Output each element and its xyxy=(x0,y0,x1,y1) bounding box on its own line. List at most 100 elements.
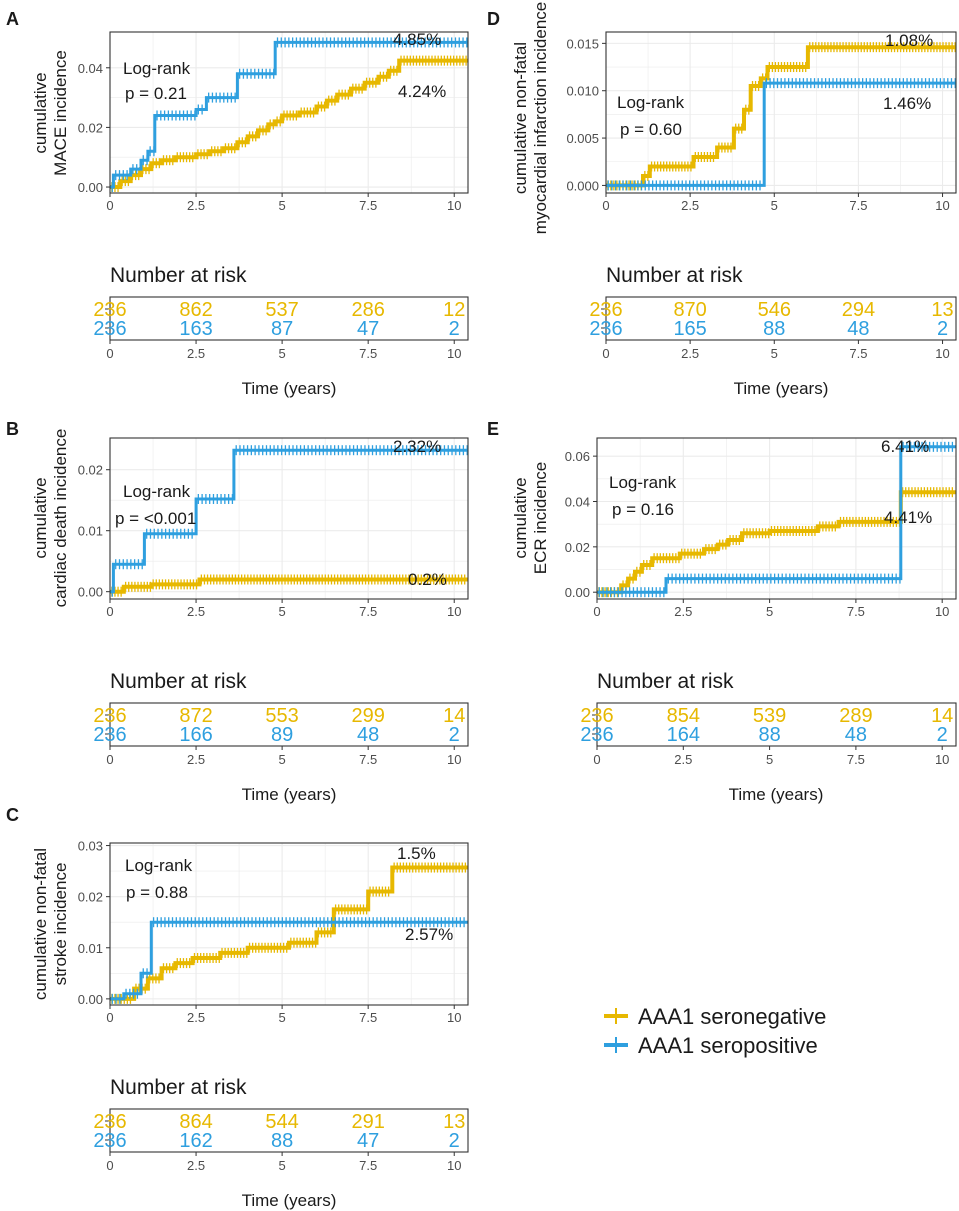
panel-a: A 0 2.5 5 7.5 10 0.00 0.02 0.04 cumulativeMACE in… xyxy=(6,9,469,398)
x-axis-title: Time (years) xyxy=(729,785,824,804)
y-axis-title: cumulative non-fatalstroke incidence xyxy=(31,848,70,1000)
x-tick-label: 2.5 xyxy=(187,198,205,213)
annotation-pvalue: p = 0.60 xyxy=(620,120,682,139)
x-tick-label: 7.5 xyxy=(359,752,377,767)
y-axis-title: cumulativecardiac death incidence xyxy=(31,429,70,608)
final-label-seronegative: 0.2% xyxy=(408,570,447,589)
censor-marks-seropositive xyxy=(111,445,468,597)
final-label-seronegative: 2.57% xyxy=(405,925,453,944)
risk-count-seropositive: 236 xyxy=(589,318,622,340)
x-tick-label: 7.5 xyxy=(359,1158,377,1173)
panel-c: C 0 2.5 5 7.5 10 0.00 0.01 0.02 0.03 cumulative no… xyxy=(6,805,469,1210)
x-tick-label: 0 xyxy=(106,198,113,213)
x-tick-label: 5 xyxy=(771,198,778,213)
y-axis-title-line: myocardial infarction incidence xyxy=(531,2,550,234)
risk-table-title: Number at risk xyxy=(110,670,247,693)
risk-count-seronegative: 294 xyxy=(842,299,875,321)
x-tick-label: 10 xyxy=(447,1158,461,1173)
x-tick-label: 5 xyxy=(771,346,778,361)
risk-count-seropositive: 48 xyxy=(847,318,869,340)
risk-count-seronegative: 870 xyxy=(673,299,706,321)
x-tick-label: 0 xyxy=(593,752,600,767)
x-tick-label: 10 xyxy=(447,604,461,619)
annotation-pvalue: p = 0.21 xyxy=(125,84,187,103)
x-tick-label: 5 xyxy=(766,604,773,619)
y-axis-title-line: stroke incidence xyxy=(51,863,70,986)
plot-border xyxy=(109,31,469,194)
risk-count-seropositive: 87 xyxy=(271,318,293,340)
risk-count-seropositive: 48 xyxy=(845,724,867,746)
plot-border xyxy=(109,842,469,1006)
annotation-pvalue: p = <0.001 xyxy=(115,509,196,528)
y-tick-label: 0.02 xyxy=(78,120,103,135)
y-axis-title-line: cumulative non-fatal xyxy=(31,848,50,1000)
x-tick-label: 7.5 xyxy=(359,346,377,361)
legend-label-seronegative: AAA1 seronegative xyxy=(638,1004,826,1029)
risk-count-seronegative: 286 xyxy=(351,299,384,321)
x-tick-label: 2.5 xyxy=(187,1158,205,1173)
risk-count-seronegative: 854 xyxy=(667,705,700,727)
x-tick-label: 7.5 xyxy=(359,604,377,619)
y-tick-label: 0.02 xyxy=(565,540,590,555)
risk-count-seropositive: 236 xyxy=(580,724,613,746)
risk-count-seronegative: 13 xyxy=(931,299,953,321)
risk-count-seropositive: 47 xyxy=(357,318,379,340)
risk-count-seropositive: 164 xyxy=(667,724,700,746)
plot-border xyxy=(596,437,957,600)
risk-count-seropositive: 88 xyxy=(758,724,780,746)
y-axis-title-line: cumulative non-fatal xyxy=(511,42,530,194)
risk-count-seronegative: 299 xyxy=(351,705,384,727)
y-tick-label: 0.00 xyxy=(78,992,103,1007)
risk-count-seronegative: 236 xyxy=(93,1111,126,1133)
risk-count-seropositive: 236 xyxy=(93,318,126,340)
risk-count-seropositive: 163 xyxy=(179,318,212,340)
risk-count-seropositive: 236 xyxy=(93,1130,126,1152)
x-tick-label: 2.5 xyxy=(681,346,699,361)
risk-count-seronegative: 862 xyxy=(179,299,212,321)
x-tick-label: 5 xyxy=(278,1010,285,1025)
risk-count-seronegative: 236 xyxy=(93,705,126,727)
x-tick-label: 2.5 xyxy=(187,604,205,619)
x-tick-label: 0 xyxy=(602,346,609,361)
risk-count-seronegative: 539 xyxy=(753,705,786,727)
final-label-seropositive: 1.5% xyxy=(397,844,436,863)
x-tick-label: 2.5 xyxy=(187,1010,205,1025)
legend-item-seropositive: AAA1 seropositive xyxy=(604,1033,818,1058)
legend: AAA1 seronegative AAA1 seropositive xyxy=(604,1004,826,1058)
panel-letter: D xyxy=(487,9,500,29)
panel-letter: E xyxy=(487,419,499,439)
km-curve-seropositive xyxy=(110,40,468,189)
risk-count-seronegative: 289 xyxy=(839,705,872,727)
risk-count-seropositive: 47 xyxy=(357,1130,379,1152)
final-label-seropositive: 4.85% xyxy=(393,30,441,49)
y-tick-label: 0.01 xyxy=(78,524,103,539)
x-tick-label: 7.5 xyxy=(849,198,867,213)
y-tick-label: 0.005 xyxy=(566,131,599,146)
plot-border xyxy=(605,31,957,194)
final-label-seropositive: 2.32% xyxy=(393,437,441,456)
censor-marks-seropositive xyxy=(111,917,465,1004)
final-label-seronegative: 1.46% xyxy=(883,94,931,113)
panel-d: D 0 2.5 5 7.5 10 0.000 0.005 0.010 0.015 cumulativ… xyxy=(487,2,957,398)
y-tick-label: 0.00 xyxy=(565,585,590,600)
final-label-seropositive: 1.08% xyxy=(885,31,933,50)
y-tick-label: 0.06 xyxy=(565,449,590,464)
x-tick-label: 2.5 xyxy=(187,346,205,361)
risk-count-seropositive: 166 xyxy=(179,724,212,746)
x-tick-label: 10 xyxy=(447,346,461,361)
risk-count-seronegative: 537 xyxy=(265,299,298,321)
censor-marks-seropositive xyxy=(111,37,468,193)
x-tick-label: 5 xyxy=(278,346,285,361)
risk-count-seropositive: 88 xyxy=(763,318,785,340)
risk-table xyxy=(605,296,957,341)
x-tick-label: 2.5 xyxy=(681,198,699,213)
x-tick-label: 10 xyxy=(935,604,949,619)
risk-count-seropositive: 165 xyxy=(673,318,706,340)
x-axis-title: Time (years) xyxy=(242,785,337,804)
risk-table-title: Number at risk xyxy=(606,264,743,287)
x-tick-label: 5 xyxy=(278,604,285,619)
risk-table xyxy=(109,1108,469,1153)
panel-letter: C xyxy=(6,805,19,825)
risk-count-seronegative: 872 xyxy=(179,705,212,727)
x-tick-label: 0 xyxy=(106,346,113,361)
